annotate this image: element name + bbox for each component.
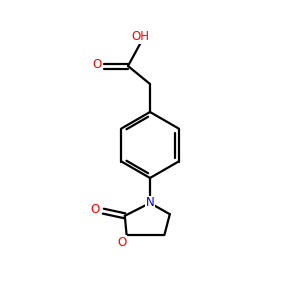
Text: O: O — [91, 203, 100, 216]
Text: N: N — [146, 196, 154, 209]
Text: O: O — [117, 236, 126, 248]
Text: O: O — [92, 58, 102, 71]
Text: OH: OH — [131, 31, 149, 44]
